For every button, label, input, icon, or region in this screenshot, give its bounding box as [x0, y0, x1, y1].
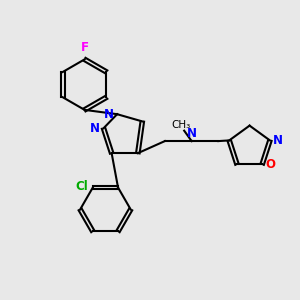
Text: F: F — [81, 41, 88, 54]
Text: N: N — [90, 122, 100, 135]
Text: O: O — [265, 158, 275, 171]
Text: CH₃: CH₃ — [172, 120, 191, 130]
Text: N: N — [187, 127, 196, 140]
Text: N: N — [273, 134, 283, 147]
Text: N: N — [103, 108, 113, 121]
Text: Cl: Cl — [76, 180, 88, 193]
